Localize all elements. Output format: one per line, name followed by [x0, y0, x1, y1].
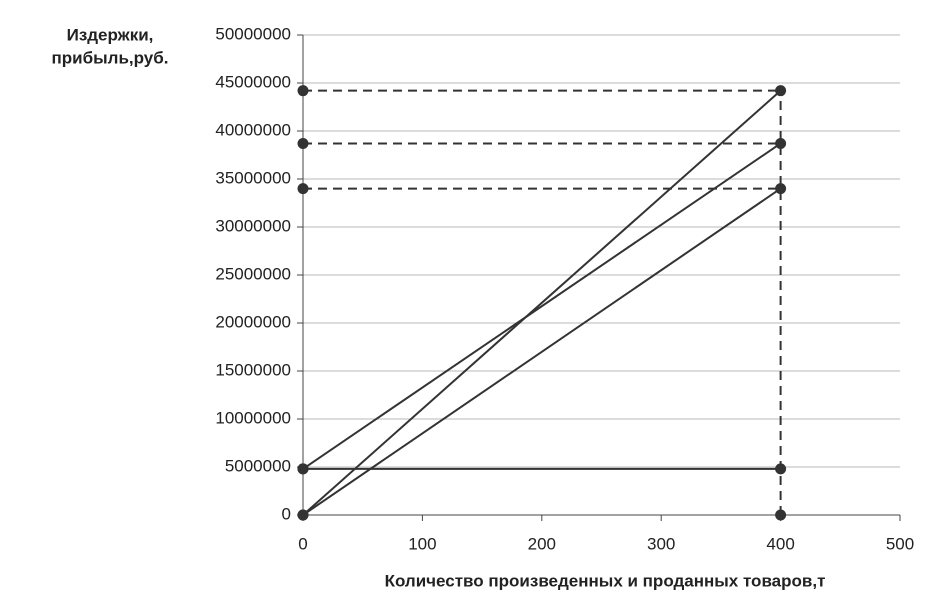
y-tick-label: 35000000 — [215, 168, 291, 187]
y-tick-label: 25000000 — [215, 264, 291, 283]
y-axis-label: Издержки, — [67, 25, 154, 44]
y-tick-label: 30000000 — [215, 216, 291, 235]
point — [775, 183, 787, 195]
guide-point — [297, 137, 309, 149]
point — [297, 509, 309, 521]
x-tick-label: 400 — [766, 534, 794, 553]
x-axis-label: Количество произведенных и проданных тов… — [385, 571, 826, 590]
x-tick-label: 200 — [528, 534, 556, 553]
y-tick-label: 40000000 — [215, 120, 291, 139]
point — [775, 137, 787, 149]
x-tick-label: 100 — [408, 534, 436, 553]
x-tick-label: 500 — [886, 534, 914, 553]
line — [302, 142, 782, 470]
guide-point — [297, 85, 309, 97]
point — [775, 85, 787, 97]
y-tick-label: 5000000 — [225, 456, 291, 475]
y-tick-label: 10000000 — [215, 408, 291, 427]
y-tick-label: 0 — [282, 504, 291, 523]
x-tick-label: 0 — [298, 534, 307, 553]
y-tick-label: 15000000 — [215, 360, 291, 379]
guide-point — [297, 183, 309, 195]
y-axis-label: прибыль,руб. — [52, 48, 169, 67]
line — [302, 89, 782, 516]
guide-point — [775, 509, 787, 521]
y-tick-label: 50000000 — [215, 24, 291, 43]
x-tick-label: 300 — [647, 534, 675, 553]
point — [297, 463, 309, 475]
y-tick-label: 20000000 — [215, 312, 291, 331]
y-tick-label: 45000000 — [215, 72, 291, 91]
point — [775, 463, 787, 475]
line — [302, 187, 782, 516]
